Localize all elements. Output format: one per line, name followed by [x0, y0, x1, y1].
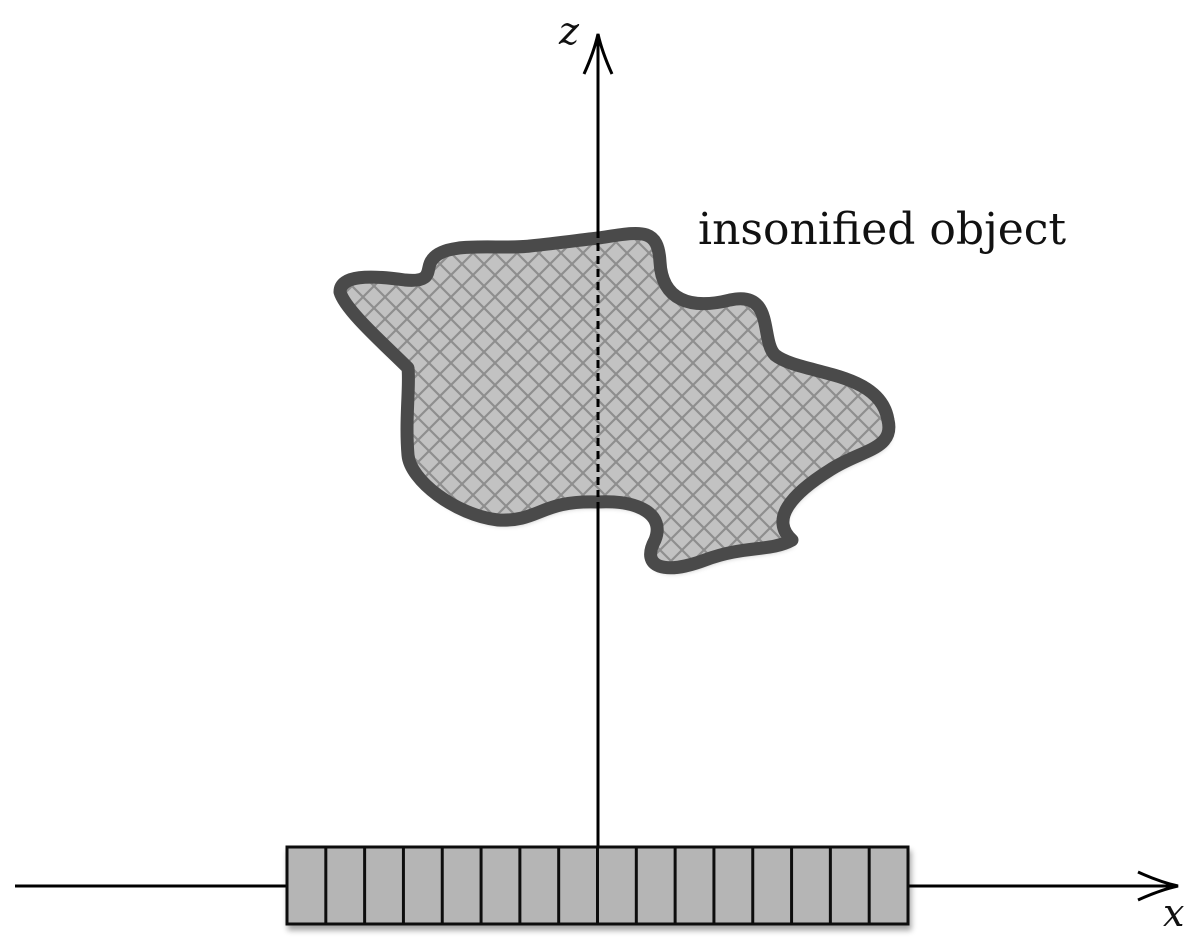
z-axis-label: z — [558, 9, 580, 53]
object-label: insonified object — [698, 204, 1066, 255]
x-axis-arrowhead-icon — [1137, 870, 1179, 902]
insonified-object — [333, 226, 896, 575]
transducer-array — [285, 845, 910, 926]
object-hatch — [333, 226, 896, 575]
z-axis: z — [558, 9, 614, 847]
x-axis-label: x — [1163, 891, 1184, 935]
z-axis-arrowhead-icon — [582, 33, 614, 75]
